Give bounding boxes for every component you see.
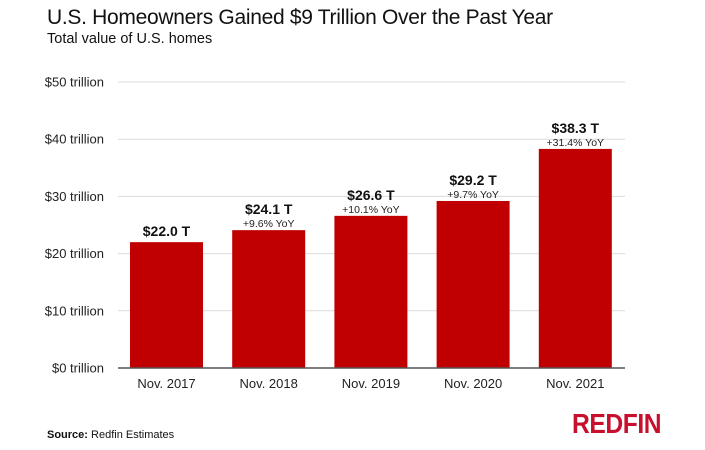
x-axis-labels: Nov. 2017 Nov. 2018 Nov. 2019 Nov. 2020 Nov.… xyxy=(137,376,604,391)
bar xyxy=(130,242,203,368)
y-axis-ticks: $0 trillion $10 trillion $20 trillion $30 t… xyxy=(45,75,104,376)
y-tick-label: $30 trillion xyxy=(45,189,104,204)
yoy-label: +31.4% YoY xyxy=(547,137,605,149)
yoy-label: +9.6% YoY xyxy=(243,218,295,230)
bar xyxy=(334,215,408,368)
source-label: Source: xyxy=(47,429,88,441)
x-tick-label: Nov. 2017 xyxy=(137,376,195,391)
y-tick-label: $20 trillion xyxy=(45,246,104,261)
value-label: $38.3 T xyxy=(552,120,600,136)
bars xyxy=(130,148,612,368)
y-tick-label: $0 trillion xyxy=(52,361,104,376)
source-text: Redfin Estimates xyxy=(87,429,175,441)
yoy-label: +10.1% YoY xyxy=(342,204,400,216)
y-tick-label: $50 trillion xyxy=(45,75,104,90)
value-label: $24.1 T xyxy=(245,201,293,217)
x-tick-label: Nov. 2018 xyxy=(240,376,298,391)
yoy-label: +9.7% YoY xyxy=(447,189,499,201)
value-label: $26.6 T xyxy=(347,187,395,203)
x-tick-label: Nov. 2019 xyxy=(342,376,400,391)
value-label: $29.2 T xyxy=(449,172,497,188)
bar xyxy=(436,200,510,368)
y-tick-label: $10 trillion xyxy=(45,303,104,318)
x-tick-label: Nov. 2021 xyxy=(546,376,604,391)
value-label: $22.0 T xyxy=(143,223,191,239)
bar xyxy=(538,148,612,368)
x-tick-label: Nov. 2020 xyxy=(444,376,502,391)
chart-title: U.S. Homeowners Gained $9 Trillion Over … xyxy=(47,6,553,29)
source-note: Source: Redfin Estimates xyxy=(47,429,174,441)
chart-subtitle: Total value of U.S. homes xyxy=(47,31,213,47)
bar xyxy=(232,230,306,368)
redfin-logo: REDFIN xyxy=(572,408,662,439)
data-labels: $22.0 T $24.1 T+9.6% YoY $26.6 T+10.1% YoY… xyxy=(143,120,604,239)
y-tick-label: $40 trillion xyxy=(45,132,104,147)
